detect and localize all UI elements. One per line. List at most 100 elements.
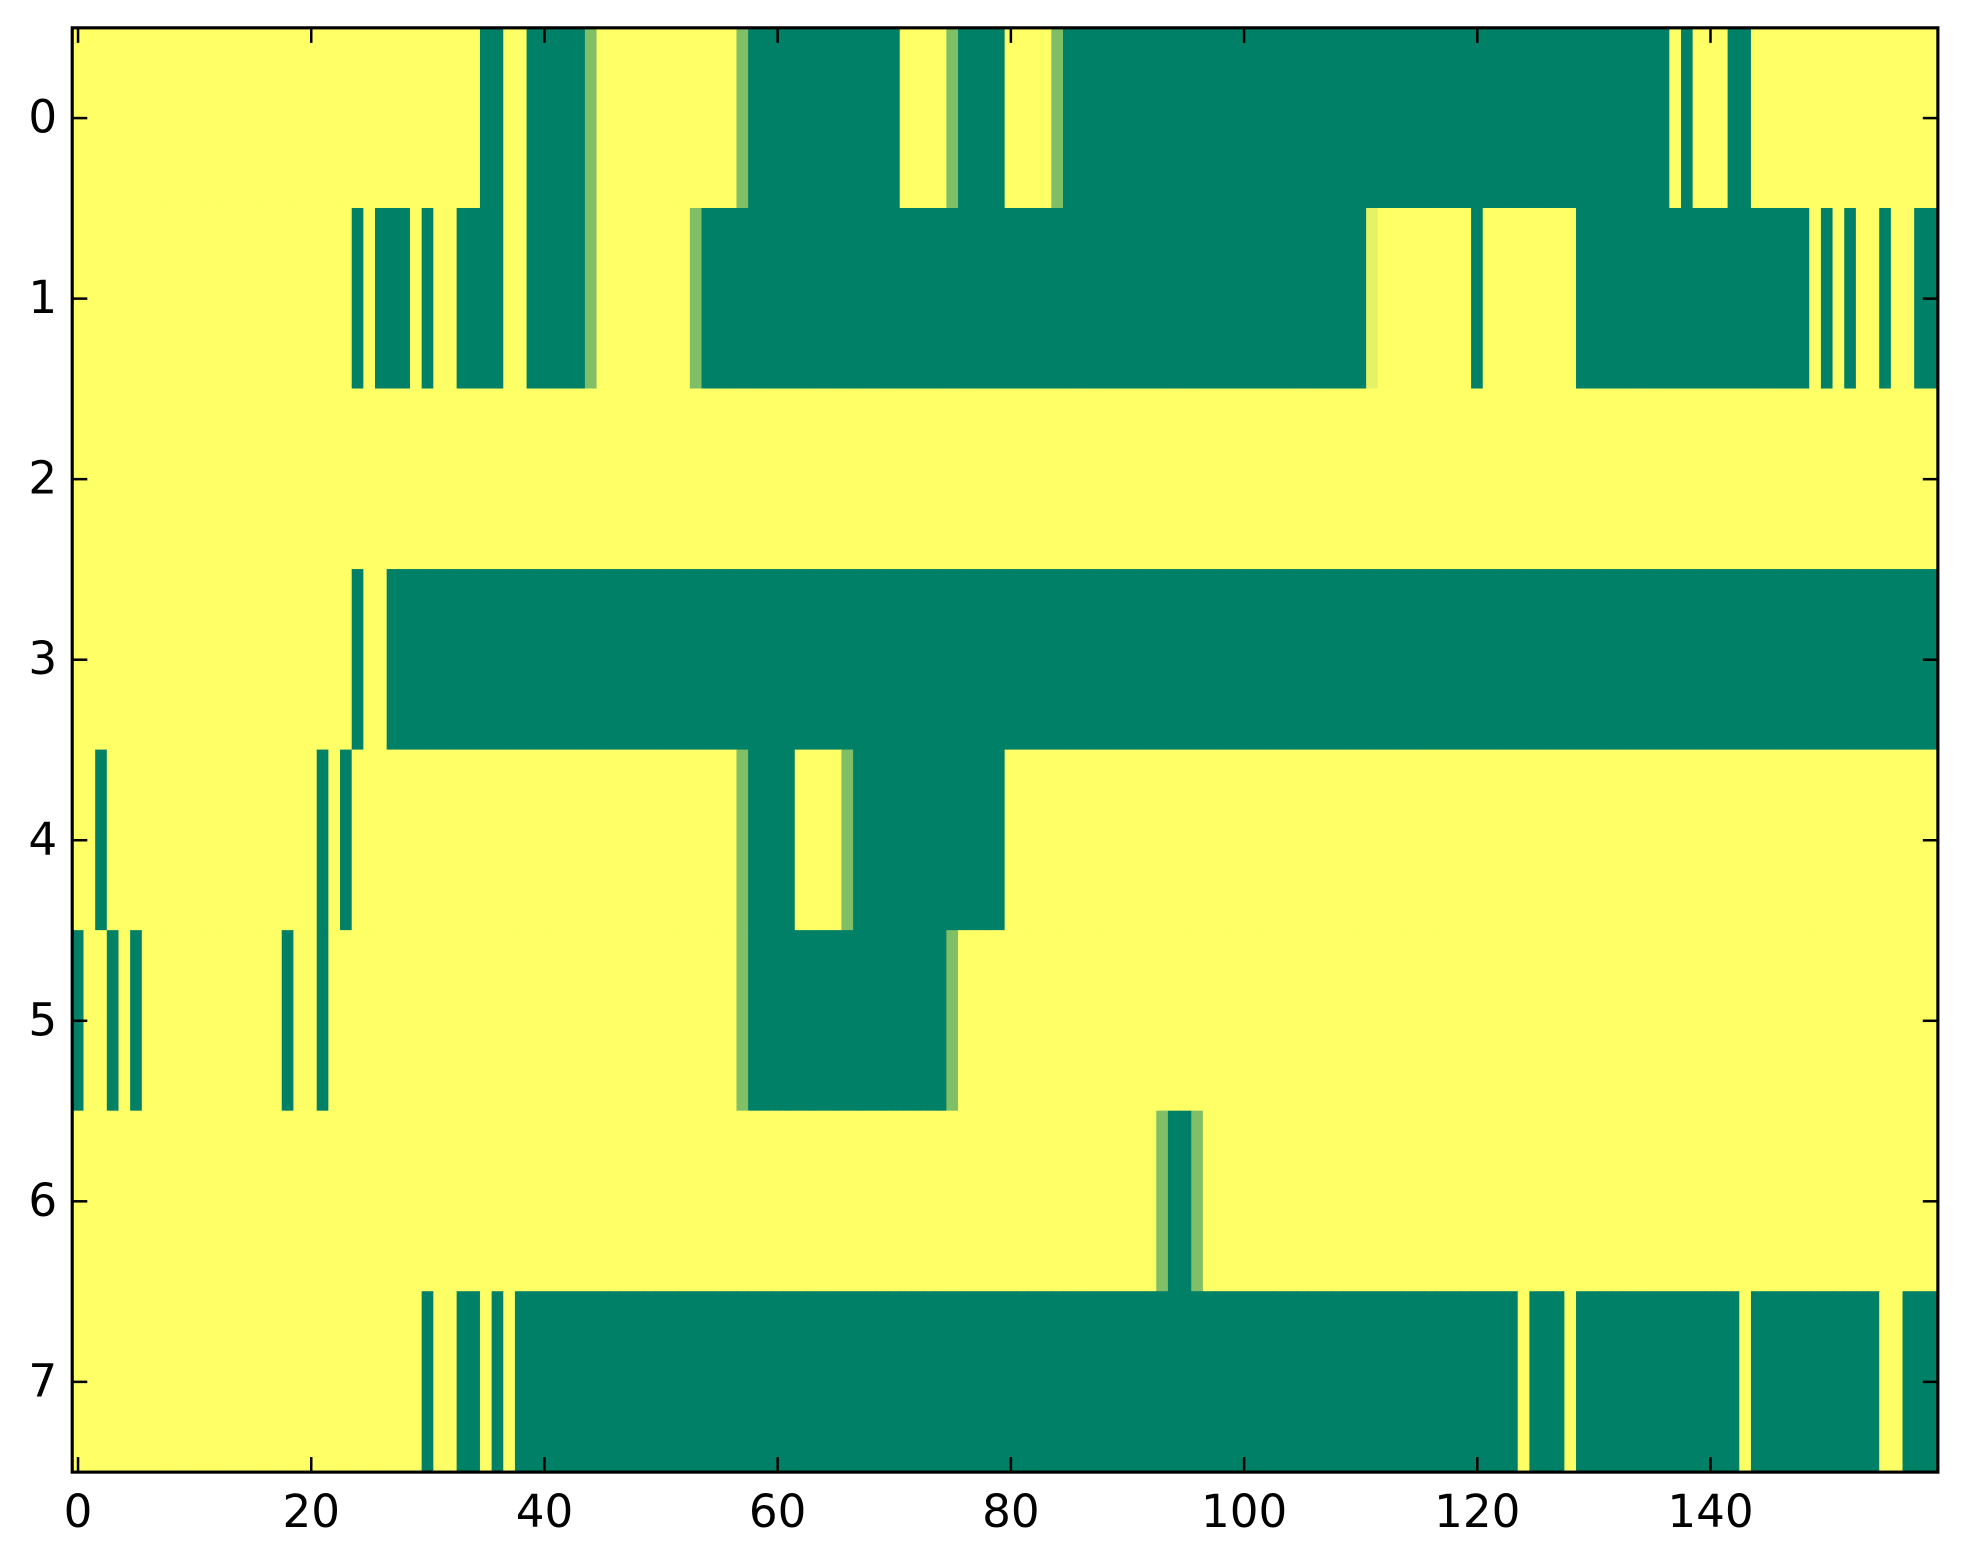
heatmap-cell xyxy=(1774,749,1787,931)
heatmap-cell xyxy=(165,1291,178,1473)
heatmap-cell xyxy=(678,207,691,390)
heatmap-cell xyxy=(736,27,749,209)
heatmap-cell xyxy=(468,1110,481,1292)
heatmap-cell xyxy=(724,207,738,390)
heatmap-cell xyxy=(818,27,831,209)
heatmap-cell xyxy=(328,388,341,570)
heatmap-cell xyxy=(596,1110,609,1292)
heatmap-cell xyxy=(1576,27,1589,209)
heatmap-cell xyxy=(433,388,446,570)
heatmap-cell xyxy=(958,27,971,209)
heatmap-cell xyxy=(1097,388,1111,570)
heatmap-cell xyxy=(398,1291,411,1473)
heatmap-cell xyxy=(818,930,831,1112)
heatmap-cell xyxy=(1797,1291,1810,1473)
heatmap-cell xyxy=(235,27,248,209)
heatmap-cell xyxy=(561,1110,574,1292)
heatmap-cell xyxy=(1366,207,1379,390)
heatmap-cell xyxy=(153,27,166,209)
heatmap-cell xyxy=(1482,388,1496,570)
heatmap-cell xyxy=(246,207,260,390)
heatmap-cell xyxy=(1191,749,1204,931)
heatmap-cell xyxy=(1879,1110,1892,1292)
heatmap-cell xyxy=(1867,749,1880,931)
heatmap-cell xyxy=(1016,1110,1029,1292)
heatmap-cell xyxy=(596,749,609,931)
heatmap-cell xyxy=(479,388,493,570)
heatmap-cell xyxy=(1296,930,1309,1112)
heatmap-cell xyxy=(946,749,959,931)
heatmap-cell xyxy=(1680,207,1694,390)
heatmap-cell xyxy=(899,569,913,751)
heatmap-cell xyxy=(200,749,213,931)
heatmap-cell xyxy=(468,27,481,209)
heatmap-cell xyxy=(479,1291,493,1473)
heatmap-cell xyxy=(876,569,889,751)
heatmap-cell xyxy=(1727,749,1741,931)
heatmap-cell xyxy=(1890,27,1904,209)
heatmap-cell xyxy=(1482,27,1496,209)
heatmap-cell xyxy=(1471,207,1484,390)
heatmap-cell xyxy=(1576,749,1589,931)
heatmap-cell xyxy=(1307,27,1321,209)
heatmap-cell xyxy=(1517,388,1531,570)
heatmap-cell xyxy=(1844,1110,1857,1292)
heatmap-cell xyxy=(1774,27,1787,209)
heatmap-cell xyxy=(1657,749,1671,931)
heatmap-cell xyxy=(1307,930,1321,1112)
heatmap-cell xyxy=(1680,569,1694,751)
heatmap-cell xyxy=(1062,1110,1076,1292)
heatmap-cell xyxy=(1820,207,1834,390)
heatmap-cell xyxy=(1832,749,1845,931)
heatmap-cell xyxy=(899,27,913,209)
heatmap-cell xyxy=(561,1291,574,1473)
heatmap-cell xyxy=(1797,749,1810,931)
heatmap-cell xyxy=(1785,749,1799,931)
heatmap-cell xyxy=(1459,207,1472,390)
heatmap-cell xyxy=(888,207,901,390)
heatmap-cell xyxy=(1284,1110,1297,1292)
heatmap-cell xyxy=(1622,207,1636,390)
heatmap-cell xyxy=(1832,27,1845,209)
heatmap-cell xyxy=(165,930,178,1112)
heatmap-cell xyxy=(911,27,924,209)
heatmap-cell xyxy=(351,1291,365,1473)
heatmap-cell xyxy=(806,930,819,1112)
heatmap-cell xyxy=(759,27,773,209)
heatmap-cell xyxy=(549,207,563,390)
heatmap-cell xyxy=(1401,27,1414,209)
heatmap-cell xyxy=(433,27,446,209)
heatmap-cell xyxy=(1855,749,1869,931)
heatmap-cell xyxy=(981,569,994,751)
heatmap-cell xyxy=(1342,207,1356,390)
heatmap-cell xyxy=(1750,569,1764,751)
heatmap-cell xyxy=(923,569,936,751)
heatmap-cell xyxy=(1354,1291,1367,1473)
heatmap-cell xyxy=(876,749,889,931)
heatmap-cell xyxy=(701,27,714,209)
heatmap-cell xyxy=(1377,569,1391,751)
heatmap-cell xyxy=(981,930,994,1112)
heatmap-cell xyxy=(1121,569,1134,751)
heatmap-cell xyxy=(1844,1291,1857,1473)
x-tick-label: 80 xyxy=(982,1485,1040,1538)
heatmap-cell xyxy=(1401,930,1414,1112)
heatmap-cell xyxy=(958,749,971,931)
heatmap-cell xyxy=(363,27,376,209)
heatmap-cell xyxy=(1797,207,1810,390)
heatmap-cell xyxy=(1144,749,1158,931)
heatmap-cell xyxy=(141,1291,155,1473)
heatmap-cell xyxy=(1389,930,1402,1112)
heatmap-cell xyxy=(1436,207,1449,390)
heatmap-cell xyxy=(619,207,633,390)
heatmap-cell xyxy=(200,1110,213,1292)
heatmap-cell xyxy=(759,749,773,931)
heatmap-cell xyxy=(1051,569,1064,751)
y-tick-label: 1 xyxy=(28,271,57,324)
heatmap-cell xyxy=(1809,930,1822,1112)
heatmap-cell xyxy=(1132,388,1146,570)
heatmap-cell xyxy=(1051,749,1064,931)
heatmap-cell xyxy=(1307,749,1321,931)
heatmap-cell xyxy=(573,207,586,390)
heatmap-cell xyxy=(666,569,679,751)
